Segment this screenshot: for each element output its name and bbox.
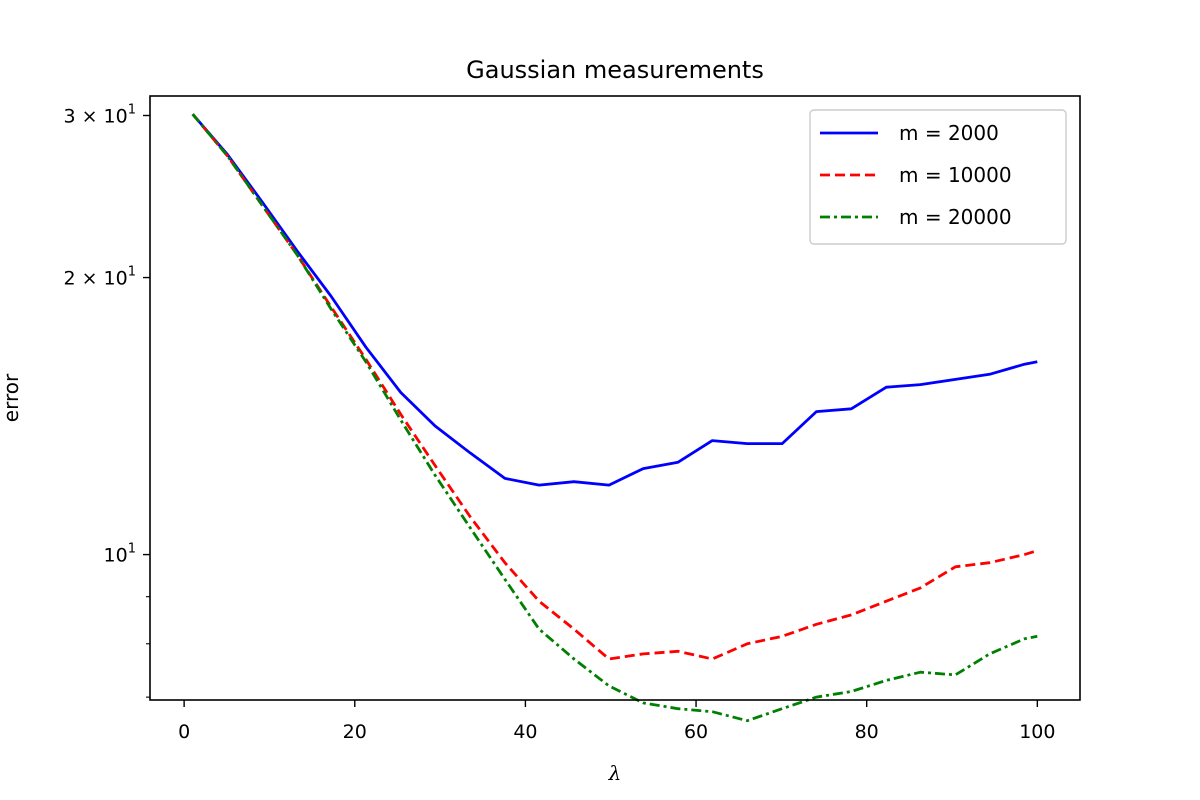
y-tick-label: 3 × 101 <box>63 102 136 127</box>
x-tick-label: 80 <box>855 721 879 743</box>
y-axis-label: error <box>0 373 23 422</box>
x-tick-label: 60 <box>684 721 708 743</box>
legend: m = 2000 m = 10000 m = 20000 <box>809 109 1067 245</box>
y-tick-label: 2 × 101 <box>63 265 136 290</box>
legend-label: m = 2000 <box>899 121 999 145</box>
series-line <box>191 113 1038 487</box>
legend-label: m = 20000 <box>899 205 1012 229</box>
x-axis-label: λ <box>608 761 622 785</box>
x-tick-label: 20 <box>343 721 367 743</box>
chart-title: Gaussian measurements <box>466 56 764 84</box>
x-tick-label: 100 <box>1019 721 1055 743</box>
y-axis-ticks: 3 × 101 2 × 101 101 <box>63 102 150 698</box>
y-tick-label: 101 <box>104 542 136 567</box>
series-lines <box>191 113 1038 723</box>
x-tick-label: 0 <box>178 721 190 743</box>
plot-frame <box>149 95 1081 701</box>
legend-label: m = 10000 <box>899 163 1012 187</box>
series-line <box>191 113 1038 723</box>
x-axis-ticks: 0 20 40 60 80 100 <box>178 700 1055 743</box>
x-tick-label: 40 <box>513 721 537 743</box>
legend-box <box>809 109 1067 245</box>
